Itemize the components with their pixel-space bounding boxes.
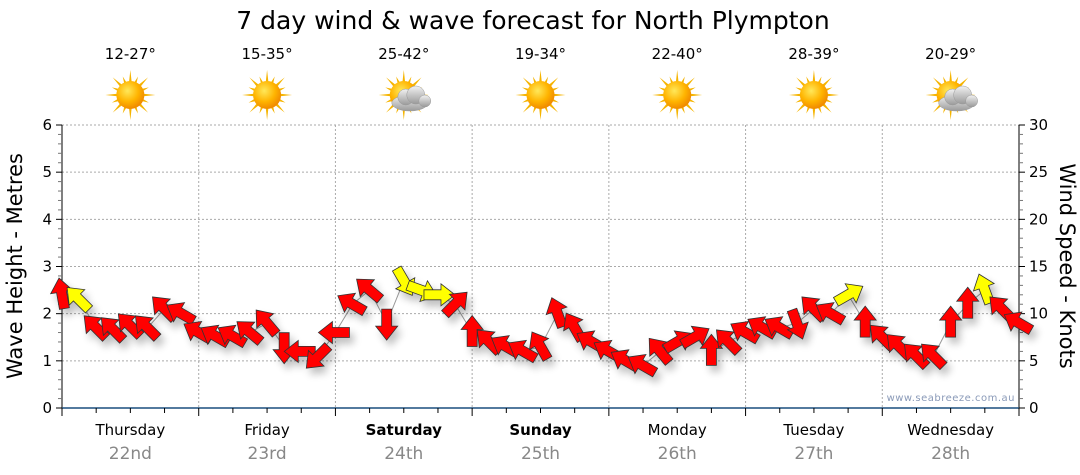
day-friday: 15-35° Friday 23rd: [242, 45, 293, 464]
wind-arrow: [938, 305, 963, 338]
day-date: 26th: [658, 444, 697, 464]
wind-arrow: [460, 314, 484, 347]
wind-arrow: [679, 325, 710, 350]
day-name: Monday: [648, 421, 707, 439]
right-tick-label: 15: [1029, 258, 1048, 276]
day-tuesday: 28-39° Tuesday 27th: [782, 45, 844, 464]
wind-arrows: [49, 265, 1035, 378]
wind-arrow: [66, 287, 94, 314]
right-tick-label: 20: [1029, 210, 1048, 228]
wind-arrow: [853, 305, 878, 338]
wind-arrow: [786, 307, 809, 340]
sun-icon: [105, 70, 156, 120]
right-tick-label: 0: [1029, 399, 1039, 417]
wind-arrow: [236, 321, 265, 346]
temperature-range: 22-40°: [652, 45, 703, 63]
wind-arrow: [166, 302, 197, 326]
partly-cloudy-icon: [925, 70, 978, 120]
temperature-range: 25-42°: [378, 45, 429, 63]
wind-arrow: [528, 331, 553, 362]
day-monday: 22-40° Monday 26th: [648, 45, 707, 464]
day-date: 28th: [931, 444, 970, 464]
wind-arrow: [747, 316, 778, 340]
right-axis-label: Wind Speed - Knots: [1055, 163, 1079, 368]
day-date: 25th: [521, 444, 560, 464]
day-name: Sunday: [509, 421, 572, 439]
wind-arrow: [305, 342, 333, 369]
temperature-range: 19-34°: [515, 45, 566, 63]
left-tick-label: 6: [42, 116, 52, 134]
day-date: 22nd: [109, 444, 152, 464]
day-thursday: 12-27° Thursday 22nd: [94, 45, 165, 464]
wind-arrow: [100, 317, 128, 344]
wind-arrow: [699, 333, 724, 366]
left-tick-label: 5: [42, 163, 52, 181]
wind-arrow: [283, 339, 316, 364]
watermark: www.seabreeze.com.au: [887, 393, 1015, 404]
wind-arrow: [423, 282, 456, 307]
day-wednesday: 20-29° Wednesday 28th: [907, 45, 994, 464]
partly-cloudy-icon: [378, 70, 432, 120]
wind-arrow: [903, 343, 931, 371]
day-name: Saturday: [366, 421, 443, 439]
wind-arrow: [374, 308, 399, 341]
wind-arrow: [337, 292, 368, 317]
wind-arrow: [508, 339, 539, 364]
wind-arrow: [545, 297, 568, 330]
left-tick-label: 3: [42, 258, 52, 276]
wind-arrow: [955, 286, 980, 319]
chart-title: 7 day wind & wave forecast for North Ply…: [236, 6, 829, 35]
day-name: Tuesday: [782, 421, 844, 439]
left-tick-label: 4: [42, 210, 52, 228]
wind-arrow: [730, 320, 761, 345]
left-tick-label: 1: [42, 352, 52, 370]
day-date: 27th: [794, 444, 833, 464]
wind-arrow: [255, 309, 281, 338]
day-name: Thursday: [94, 421, 165, 439]
temperature-range: 12-27°: [105, 45, 156, 63]
right-tick-label: 5: [1029, 352, 1039, 370]
wind-arrow: [832, 283, 864, 307]
wind-arrow: [134, 315, 162, 342]
day-sunday: 19-34° Sunday 25th: [509, 45, 572, 464]
left-axis-label: Wave Height - Metres: [3, 153, 27, 379]
axes: 0 1 2 3 4 5 6 0 5 10 15 20 25 30: [42, 116, 1048, 417]
wind-arrow: [317, 320, 350, 345]
sun-icon: [788, 70, 839, 120]
sun-icon: [652, 70, 703, 120]
wind-arrow: [716, 329, 743, 356]
sun-icon: [515, 70, 566, 120]
right-tick-label: 10: [1029, 305, 1048, 323]
sun-icon: [242, 70, 293, 120]
wind-arrow: [921, 343, 948, 371]
day-date: 23rd: [248, 444, 287, 464]
wind-arrow: [391, 265, 416, 296]
right-tick-label: 25: [1029, 163, 1048, 181]
day-name: Friday: [244, 421, 290, 439]
right-tick-label: 30: [1029, 116, 1048, 134]
day-saturday: 25-42° Saturday 24th: [366, 45, 443, 464]
left-tick-label: 0: [42, 399, 52, 417]
wind-arrow: [441, 291, 468, 319]
wind-arrow: [217, 324, 249, 349]
day-name: Wednesday: [907, 421, 994, 439]
temperature-range: 28-39°: [788, 45, 839, 63]
grid: [61, 124, 1020, 408]
wind-arrow: [356, 278, 385, 304]
day-date: 24th: [384, 444, 423, 464]
wind-arrow: [972, 273, 996, 306]
wind-arrow: [627, 354, 659, 378]
temperature-range: 15-35°: [242, 45, 293, 63]
left-tick-label: 2: [42, 305, 52, 323]
day-headers: 12-27° Thursday 22nd 15-35° Friday 23rd 25-42°…: [94, 45, 994, 464]
wind-arrow: [815, 302, 847, 326]
wind-arrow: [1003, 311, 1035, 335]
wind-arrow: [200, 324, 231, 349]
wind-arrow: [764, 316, 795, 340]
temperature-range: 20-29°: [925, 45, 976, 63]
